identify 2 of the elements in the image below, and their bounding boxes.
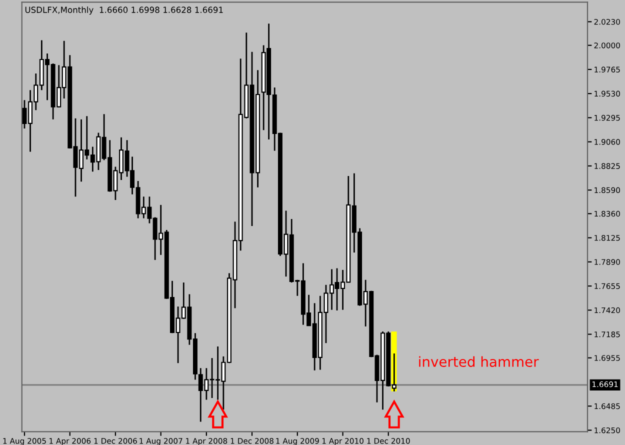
chart-title: USDLFX,Monthly 1.6660 1.6998 1.6628 1.6691 [25,6,223,15]
annotation: inverted hammer [419,356,539,367]
